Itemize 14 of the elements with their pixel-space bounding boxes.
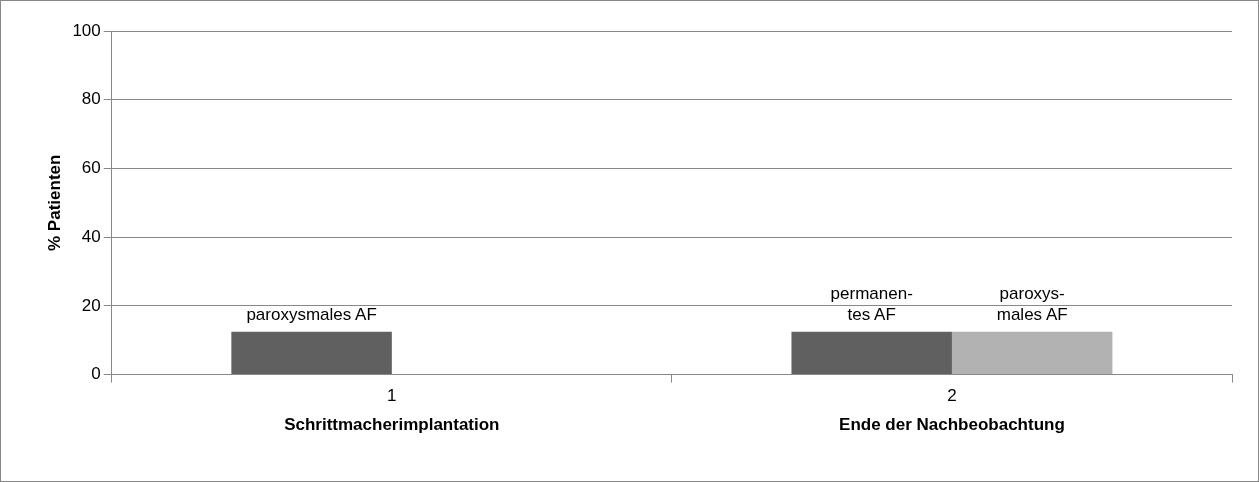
text: Ende der Nachbeobachtung — [839, 415, 1065, 435]
y-tick-label: 40 — [81, 226, 101, 246]
annotation: paroxysmales AF — [246, 304, 377, 324]
x-tick-label: 2 — [947, 386, 957, 406]
annotation: paroxys- males AF — [996, 283, 1068, 324]
y-axis-title: % Patienten — [44, 154, 64, 251]
x-tick-label: 1 — [387, 386, 397, 406]
text: Schrittmacherimplantation — [284, 415, 500, 435]
y-tick-label: 20 — [81, 295, 101, 315]
y-tick-label: 60 — [81, 158, 101, 178]
y-tick-label: 100 — [72, 20, 101, 40]
annotation: permanen- tes AF — [830, 283, 913, 324]
y-tick-label: 0 — [91, 364, 101, 384]
y-tick-label: 80 — [81, 89, 101, 109]
